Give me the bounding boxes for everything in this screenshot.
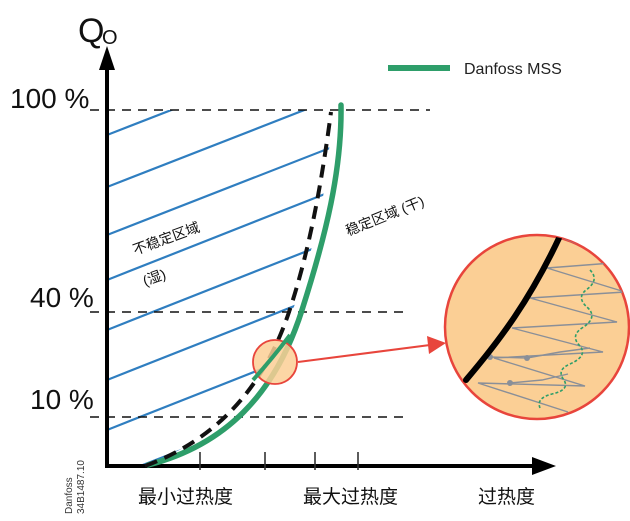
- unstable-region-label: 不稳定区域: [131, 219, 202, 258]
- zoom-source-circle: [252, 339, 298, 385]
- y-axis-tick-labels: 100 % 40 % 10 %: [10, 83, 94, 415]
- x-axis-arrowhead: [532, 457, 556, 475]
- y-axis-title: Q O: [78, 12, 118, 50]
- y-title-sub: O: [102, 27, 118, 49]
- axes: [99, 46, 556, 475]
- svg-text:Danfoss: Danfoss: [64, 477, 75, 514]
- stable-region-label: 稳定区域 (干): [343, 193, 426, 239]
- y-tick-10: 10 %: [30, 384, 94, 415]
- figure-watermark: Danfoss 34B1487.10: [64, 460, 87, 514]
- y-tick-100: 100 %: [10, 83, 89, 114]
- x-label-max-superheat: 最大过热度: [303, 486, 398, 508]
- zoom-black-curve: [463, 235, 563, 383]
- y-tick-40: 40 %: [30, 282, 94, 313]
- unstable-region-hatching: [107, 110, 331, 465]
- svg-text:34B1487.10: 34B1487.10: [76, 460, 87, 514]
- zoom-oscillation: [477, 236, 626, 413]
- x-label-superheat: 过热度: [478, 486, 535, 508]
- zoom-arrow: [297, 336, 446, 363]
- zoom-green-wave: [538, 269, 595, 409]
- zoom-detail-circle: [443, 233, 630, 421]
- x-axis-labels: 最小过热度 最大过热度 过热度: [138, 486, 535, 508]
- zoom-source-curve: [251, 333, 292, 382]
- conventional-curve: [144, 111, 333, 468]
- mss-curve: [145, 102, 344, 468]
- y-axis-arrowhead: [99, 46, 115, 70]
- legend-label: Danfoss MSS: [464, 61, 562, 78]
- y-title-main: Q: [78, 12, 104, 50]
- legend: Danfoss MSS: [388, 61, 562, 78]
- unstable-region-sublabel: (湿): [141, 266, 168, 289]
- x-label-min-superheat: 最小过热度: [138, 486, 233, 508]
- x-axis-ticks: [199, 452, 359, 470]
- reference-dashes: [90, 109, 430, 418]
